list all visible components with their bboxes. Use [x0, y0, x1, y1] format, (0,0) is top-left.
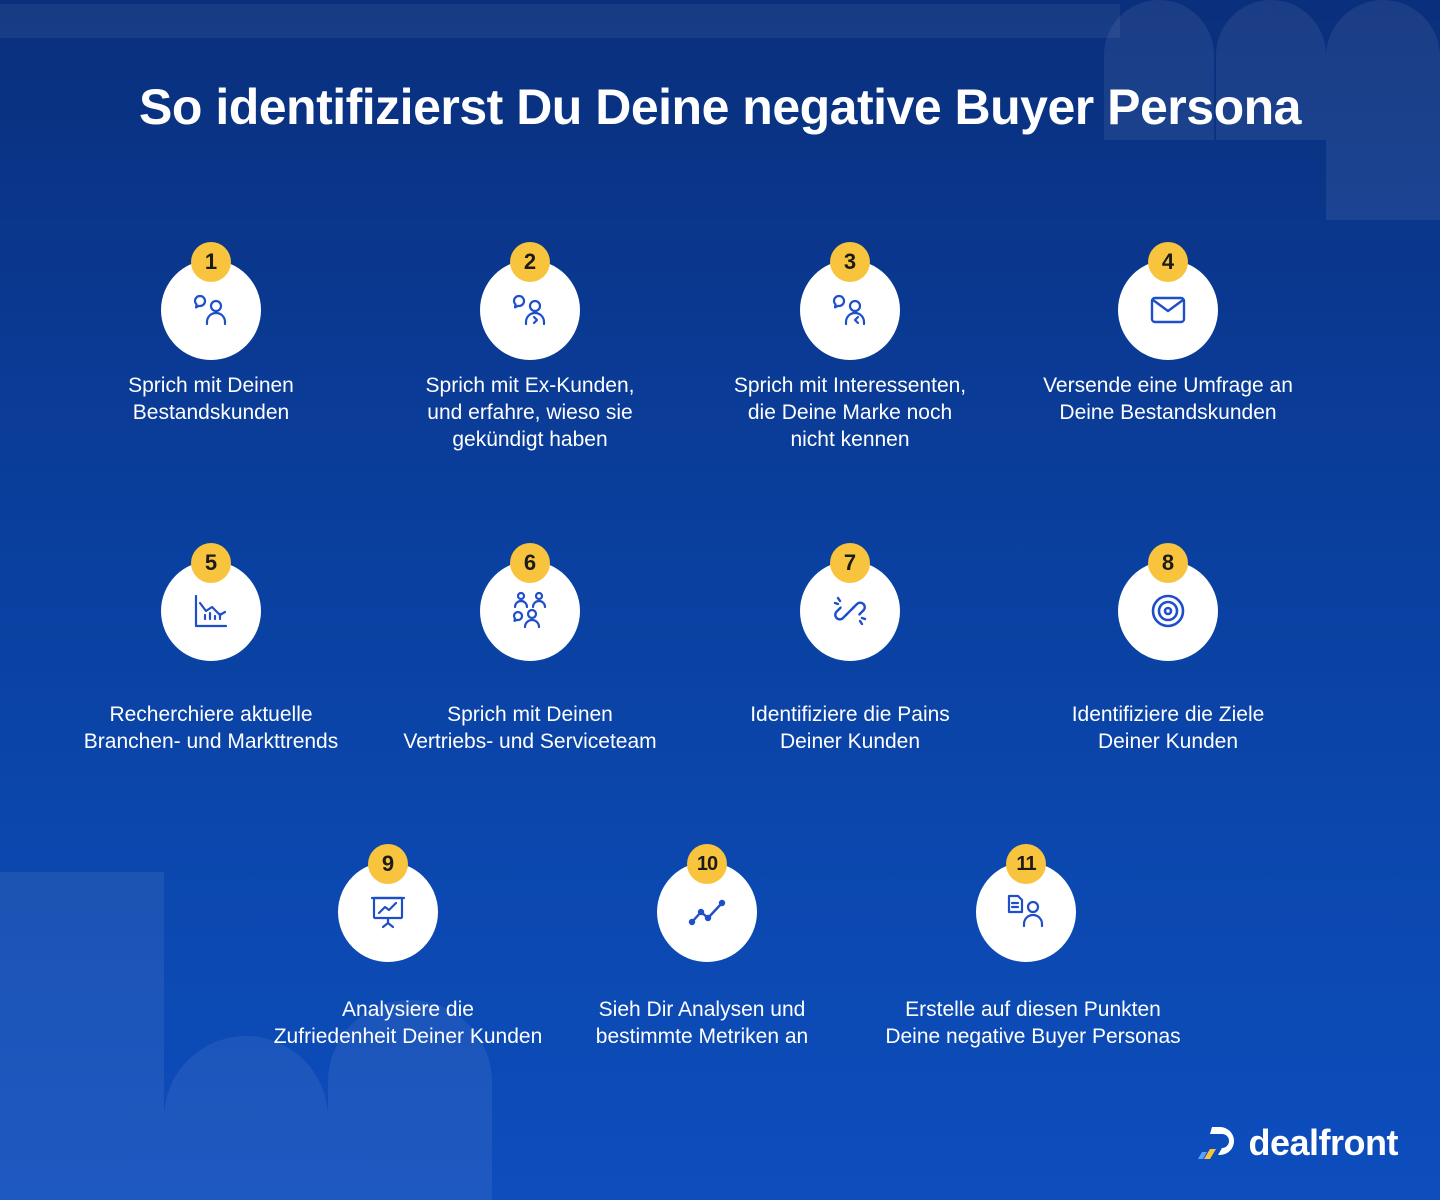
- logo-text: dealfront: [1248, 1122, 1398, 1163]
- step-label: Sprich mit Deinen Vertriebs- und Service…: [403, 703, 657, 753]
- step-label: Sieh Dir Analysen und bestimmte Metriken…: [595, 998, 809, 1048]
- decorative-pill: [1104, 0, 1214, 140]
- decorative-pill: [328, 1000, 492, 1200]
- step-number-badge: 8: [1148, 543, 1188, 583]
- envelope-icon: [1150, 296, 1186, 324]
- step-number-badge: 4: [1148, 242, 1188, 282]
- document-person-icon: [1007, 894, 1044, 928]
- line-chart-icon: [688, 899, 726, 926]
- presentation-icon: [370, 896, 406, 929]
- decorative-block: [0, 872, 164, 1200]
- step-label: Sprich mit Deinen Bestandskunden: [128, 374, 294, 424]
- decorative-pill: [1326, 0, 1440, 220]
- step-label: Recherchiere aktuelle Branchen- und Mark…: [83, 703, 339, 753]
- target-icon: [1151, 594, 1185, 628]
- page-title: So identifizierst Du Deine negative Buye…: [139, 79, 1301, 135]
- step-number-badge: 10: [687, 844, 727, 884]
- step-label: Erstelle auf diesen Punkten Deine negati…: [885, 998, 1181, 1048]
- step-label: Analysiere die Zufriedenheit Deiner Kund…: [273, 998, 543, 1048]
- step-number-badge: 5: [191, 543, 231, 583]
- chat-person-icon: [193, 294, 227, 326]
- step-number-badge: 9: [368, 844, 408, 884]
- step-number-badge: 3: [830, 242, 870, 282]
- chat-person-exit-icon: [512, 294, 546, 326]
- decorative-top-bar: [0, 4, 1120, 38]
- dealfront-logo: dealfront: [1198, 1122, 1398, 1164]
- decorative-pill: [1216, 0, 1326, 140]
- dealfront-mark-icon: [1198, 1127, 1235, 1159]
- step-number-badge: 6: [510, 543, 550, 583]
- broken-link-icon: [833, 596, 867, 626]
- chat-person-new-icon: [832, 294, 866, 326]
- step-number-badge: 1: [191, 242, 231, 282]
- step-label: Sprich mit Interessenten, die Deine Mark…: [733, 374, 967, 451]
- decorative-circle: [164, 1036, 328, 1200]
- trend-chart-icon: [194, 594, 228, 628]
- step-number-badge: 2: [510, 242, 550, 282]
- team-icon: [512, 591, 547, 629]
- step-number-badge: 7: [830, 543, 870, 583]
- step-label: Identifiziere die Ziele Deiner Kunden: [1071, 703, 1265, 753]
- step-label: Versende eine Umfrage an Deine Bestandsk…: [1043, 374, 1293, 424]
- step-label: Sprich mit Ex-Kunden, und erfahre, wieso…: [425, 374, 635, 451]
- step-number-badge: 11: [1006, 844, 1046, 884]
- step-label: Identifiziere die Pains Deiner Kunden: [750, 703, 950, 753]
